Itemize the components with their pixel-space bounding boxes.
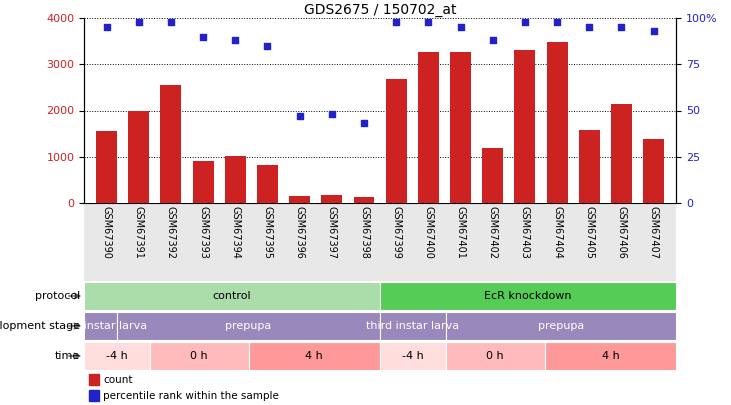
- Point: [519, 19, 531, 25]
- Point: [390, 19, 402, 25]
- Point: [616, 24, 627, 30]
- Text: GSM67392: GSM67392: [166, 206, 176, 259]
- Point: [230, 37, 241, 43]
- Text: -4 h: -4 h: [106, 351, 128, 361]
- Bar: [515, 50, 535, 203]
- Text: percentile rank within the sample: percentile rank within the sample: [103, 391, 279, 401]
- Point: [326, 111, 338, 117]
- Point: [197, 33, 209, 40]
- Bar: [386, 79, 406, 203]
- Text: 0 h: 0 h: [486, 351, 504, 361]
- FancyBboxPatch shape: [84, 312, 117, 340]
- Point: [455, 24, 466, 30]
- Bar: [96, 131, 117, 203]
- Text: GSM67395: GSM67395: [262, 206, 273, 259]
- FancyBboxPatch shape: [545, 342, 676, 370]
- FancyBboxPatch shape: [249, 342, 380, 370]
- Text: control: control: [213, 291, 251, 301]
- Point: [358, 120, 370, 127]
- Text: 4 h: 4 h: [306, 351, 323, 361]
- FancyBboxPatch shape: [117, 312, 380, 340]
- Text: EcR knockdown: EcR knockdown: [485, 291, 572, 301]
- Bar: [579, 130, 599, 203]
- Text: GSM67405: GSM67405: [584, 206, 594, 259]
- Text: GSM67398: GSM67398: [359, 206, 369, 259]
- FancyBboxPatch shape: [84, 342, 150, 370]
- Text: GSM67399: GSM67399: [391, 206, 401, 259]
- Bar: [611, 104, 632, 203]
- Text: third instar larva: third instar larva: [366, 321, 460, 331]
- FancyBboxPatch shape: [380, 312, 446, 340]
- Bar: [450, 52, 471, 203]
- Point: [583, 24, 595, 30]
- Bar: [161, 85, 181, 203]
- Text: GSM67393: GSM67393: [198, 206, 208, 259]
- Text: third instar larva: third instar larva: [54, 321, 147, 331]
- Text: time: time: [55, 351, 80, 361]
- Bar: [193, 161, 213, 203]
- Text: GSM67396: GSM67396: [295, 206, 305, 259]
- Text: GSM67394: GSM67394: [230, 206, 240, 259]
- Text: GSM67403: GSM67403: [520, 206, 530, 259]
- Text: prepupa: prepupa: [538, 321, 584, 331]
- Point: [487, 37, 499, 43]
- FancyBboxPatch shape: [446, 312, 676, 340]
- Bar: [354, 196, 374, 203]
- Text: GSM67397: GSM67397: [327, 206, 337, 259]
- Text: 0 h: 0 h: [190, 351, 208, 361]
- Point: [262, 43, 273, 49]
- Point: [294, 113, 306, 119]
- Text: prepupa: prepupa: [225, 321, 272, 331]
- Text: GSM67407: GSM67407: [648, 206, 659, 259]
- Bar: [225, 156, 246, 203]
- Bar: [88, 374, 99, 386]
- Bar: [482, 148, 503, 203]
- Text: count: count: [103, 375, 133, 385]
- FancyBboxPatch shape: [446, 342, 545, 370]
- Bar: [322, 195, 342, 203]
- Bar: [88, 390, 99, 401]
- Point: [165, 19, 177, 25]
- FancyBboxPatch shape: [84, 282, 380, 310]
- Text: GSM67401: GSM67401: [455, 206, 466, 259]
- Point: [648, 28, 659, 34]
- Bar: [257, 165, 278, 203]
- Text: development stage: development stage: [0, 321, 80, 331]
- Text: GSM67404: GSM67404: [552, 206, 562, 259]
- Point: [101, 24, 113, 30]
- Bar: [418, 52, 439, 203]
- Bar: [643, 139, 664, 203]
- Point: [551, 19, 563, 25]
- Text: -4 h: -4 h: [402, 351, 424, 361]
- Text: protocol: protocol: [35, 291, 80, 301]
- Text: GSM67406: GSM67406: [616, 206, 626, 259]
- Title: GDS2675 / 150702_at: GDS2675 / 150702_at: [304, 3, 456, 17]
- FancyBboxPatch shape: [150, 342, 249, 370]
- Text: GSM67400: GSM67400: [423, 206, 433, 259]
- Bar: [289, 196, 310, 203]
- Text: GSM67402: GSM67402: [488, 206, 498, 259]
- FancyBboxPatch shape: [380, 282, 676, 310]
- FancyBboxPatch shape: [380, 342, 446, 370]
- Text: 4 h: 4 h: [602, 351, 619, 361]
- Text: GSM67390: GSM67390: [102, 206, 112, 259]
- Point: [423, 19, 434, 25]
- Bar: [129, 111, 149, 203]
- Point: [133, 19, 145, 25]
- Bar: [547, 42, 567, 203]
- Text: GSM67391: GSM67391: [134, 206, 144, 259]
